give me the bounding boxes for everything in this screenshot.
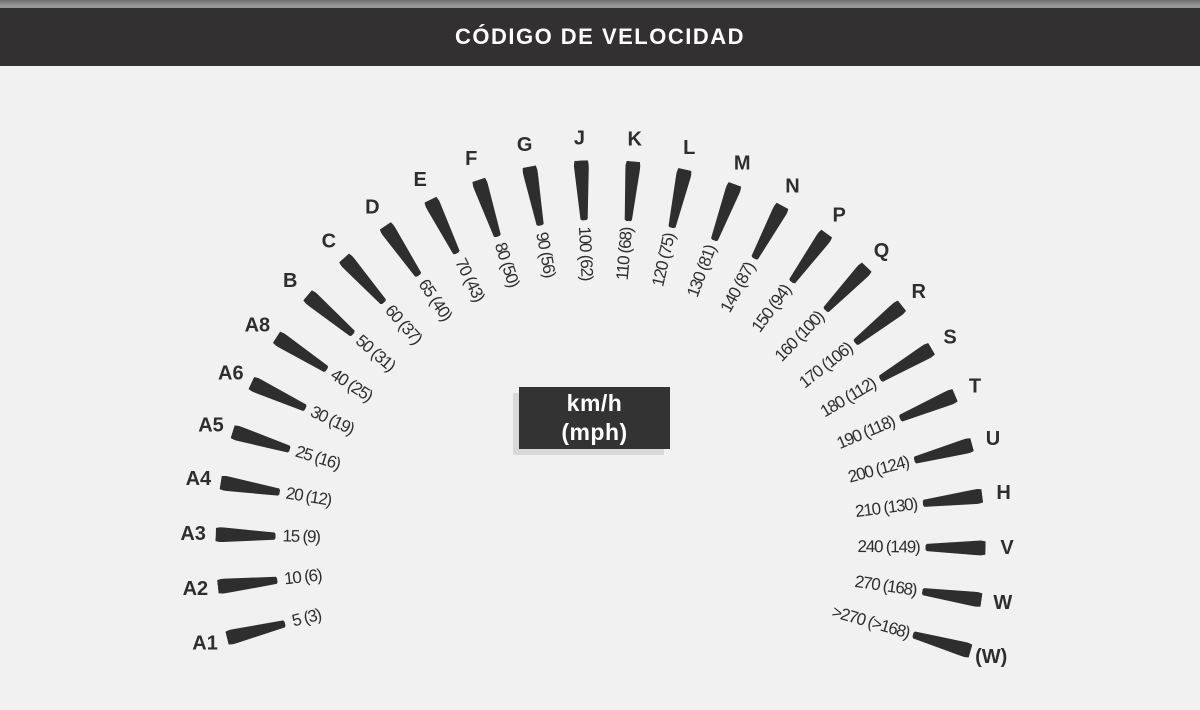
speed-code-label: N — [785, 175, 800, 198]
speed-code-label: W — [993, 592, 1013, 615]
speed-code-label: S — [943, 326, 957, 349]
speed-code-label: V — [1000, 537, 1014, 560]
speed-value-label: 100 (62) — [574, 226, 597, 281]
speed-code-label: A8 — [244, 314, 271, 337]
unit-secondary-label: (mph) — [561, 419, 628, 445]
speed-code-label: T — [968, 375, 982, 398]
speed-code-label: K — [627, 128, 642, 151]
unit-primary-label: km/h — [566, 390, 623, 417]
speed-code-label: F — [465, 147, 478, 170]
speed-code-label: B — [283, 269, 298, 292]
speed-code-label: C — [321, 230, 337, 253]
speed-value-label: 240 (149) — [857, 536, 920, 557]
speed-value-label: 20 (12) — [284, 483, 333, 510]
speed-code-label: (W) — [975, 646, 1008, 669]
speed-code-label: A6 — [218, 362, 244, 385]
speed-code-label: A5 — [198, 414, 224, 437]
speed-code-label: L — [683, 136, 696, 159]
speed-code-label: U — [985, 427, 1001, 450]
speed-value-label: 5 (3) — [290, 604, 323, 631]
speed-code-label: A4 — [185, 467, 212, 490]
speed-code-label: Q — [873, 240, 890, 263]
speed-code-label: D — [365, 196, 380, 219]
speed-value-label: 10 (6) — [283, 565, 323, 589]
unit-box: km/h (mph) — [519, 387, 670, 449]
speed-value-label: 110 (68) — [612, 227, 637, 281]
speed-value-label: 210 (130) — [854, 494, 919, 522]
header: CÓDIGO DE VELOCIDAD — [0, 8, 1200, 66]
speed-code-label: G — [516, 134, 533, 157]
speed-code-label: M — [733, 152, 751, 175]
speed-code-label: R — [911, 280, 926, 303]
speed-code-label: E — [413, 168, 427, 191]
speed-value-label: 15 (9) — [282, 526, 320, 547]
speed-code-label: A1 — [192, 632, 218, 655]
speed-code-label: H — [996, 482, 1011, 505]
speed-code-label: A2 — [182, 578, 209, 601]
speed-code-label: A3 — [180, 522, 206, 545]
speed-code-label: P — [832, 204, 846, 227]
page-title: CÓDIGO DE VELOCIDAD — [454, 24, 746, 49]
top-strip — [0, 0, 1200, 8]
speed-code-label: J — [573, 127, 586, 150]
